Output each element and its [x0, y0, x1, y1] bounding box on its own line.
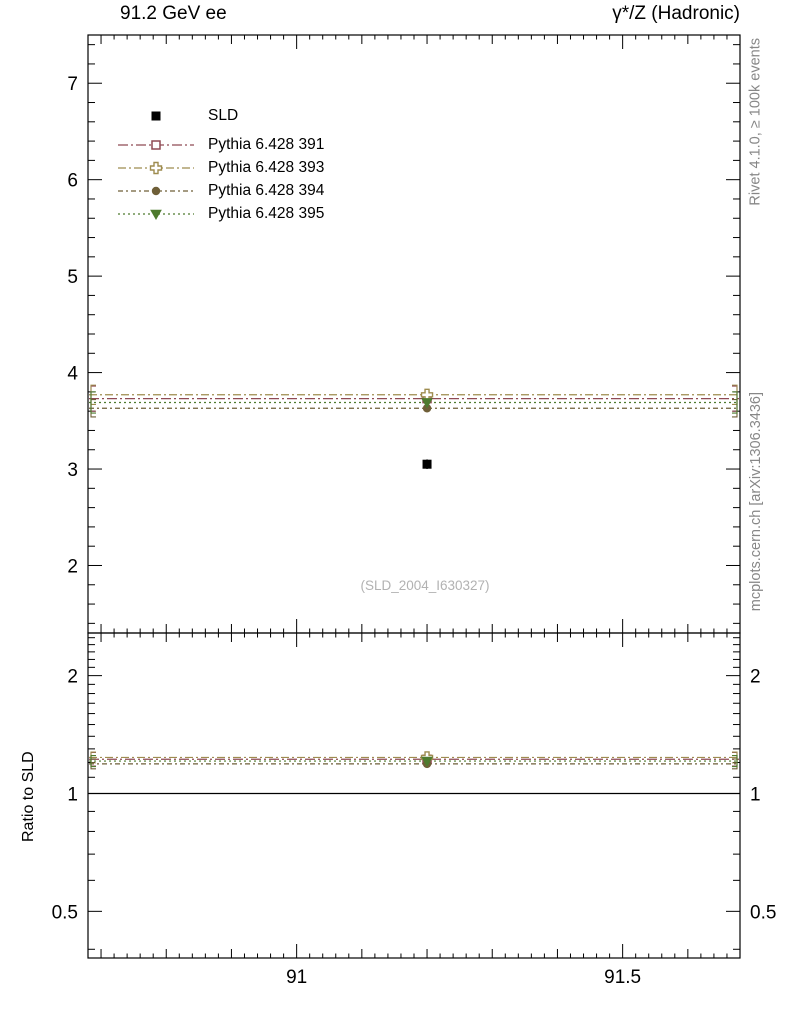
legend-label-pythia-393: Pythia 6.428 393 — [208, 158, 325, 176]
svg-text:2: 2 — [750, 667, 761, 688]
legend-marker-pythia-393 — [116, 158, 196, 178]
series-lines — [88, 384, 740, 795]
legend-item-pythia-393: Pythia 6.428 393 — [116, 156, 324, 179]
ratio-panel-frame — [87, 632, 741, 959]
legend-label-pythia-391: Pythia 6.428 391 — [208, 135, 325, 153]
svg-text:91: 91 — [286, 967, 307, 988]
plot-title-process: γ*/Z (Hadronic) — [612, 3, 740, 24]
svg-text:0.5: 0.5 — [52, 902, 78, 923]
legend-marker-pythia-391 — [116, 135, 196, 155]
mcplots-attribution-label: mcplots.cern.ch [arXiv:1306.3436] — [748, 392, 764, 612]
legend-item-pythia-391: Pythia 6.428 391 — [116, 133, 324, 156]
svg-text:2: 2 — [67, 667, 78, 688]
analysis-id-watermark: (SLD_2004_I630327) — [360, 578, 490, 593]
rivet-version-label: Rivet 4.1.0, ≥ 100k events — [748, 38, 764, 206]
legend-marker-pythia-395 — [116, 204, 196, 224]
data-markers — [420, 388, 434, 769]
svg-text:4: 4 — [67, 364, 78, 385]
svg-text:2: 2 — [67, 556, 78, 577]
legend-label-pythia-395: Pythia 6.428 395 — [208, 204, 325, 222]
svg-text:1: 1 — [750, 784, 761, 805]
legend-marker-sld — [116, 106, 196, 126]
legend-label-sld: SLD — [208, 106, 239, 124]
svg-text:7: 7 — [67, 74, 78, 95]
legend-item-pythia-394: Pythia 6.428 394 — [116, 179, 324, 202]
svg-text:91.5: 91.5 — [604, 967, 641, 988]
legend-item-pythia-395: Pythia 6.428 395 — [116, 202, 324, 225]
plot-title-energy: 91.2 GeV ee — [120, 3, 227, 24]
ratio-axis-title: Ratio to SLD — [20, 751, 37, 842]
legend: SLD Pythia 6.428 391 Pythia 6.428 393 Py… — [116, 104, 324, 225]
svg-text:0.5: 0.5 — [750, 902, 776, 923]
tick-labels: 2 3 4 5 6 7 0.5 0.5 1 1 2 2 91 91.5 — [52, 74, 777, 988]
legend-label-pythia-394: Pythia 6.428 394 — [208, 181, 325, 199]
svg-text:1: 1 — [67, 784, 78, 805]
axes — [87, 34, 741, 959]
svg-text:5: 5 — [67, 267, 78, 288]
legend-item-sld: SLD — [116, 104, 324, 127]
svg-text:3: 3 — [67, 460, 78, 481]
svg-text:6: 6 — [67, 171, 78, 192]
legend-marker-pythia-394 — [116, 181, 196, 201]
